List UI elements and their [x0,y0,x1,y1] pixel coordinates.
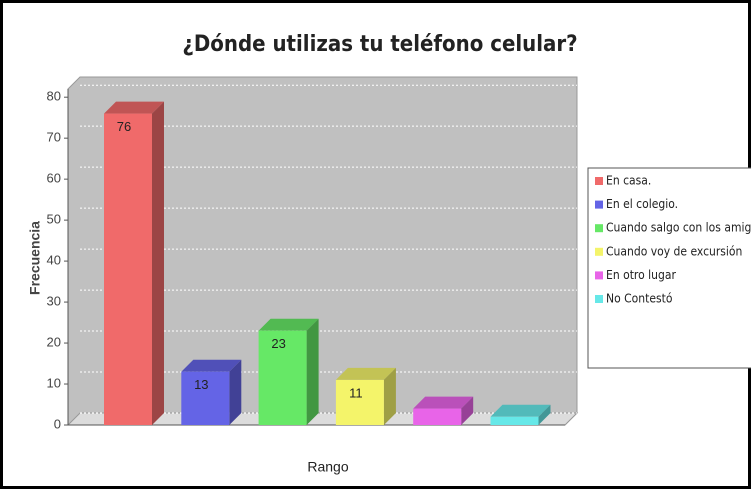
legend-swatch [595,247,603,256]
bar-side [152,101,164,426]
y-tick-label: 50 [47,212,61,227]
legend-label: Cuando salgo con los amigos. [606,221,751,235]
bar-side [383,367,396,425]
bar-front [104,113,152,426]
bar-side [461,396,474,425]
y-tick-label: 10 [47,375,61,390]
bar [490,404,551,425]
y-tick-label: 70 [47,130,61,145]
y-tick-label: 0 [54,416,61,431]
bar-front [181,371,230,425]
bar-front [258,330,307,425]
legend-label: En casa. [606,174,651,188]
plot: 0 10 20 30 40 50 60 70 80 76 13 23 11 [47,76,579,431]
y-tick-label: 60 [47,171,61,186]
bar-top [104,101,164,114]
bar-top [413,396,474,409]
data-label: 11 [349,385,363,400]
bar-top [258,318,319,331]
bar-side [538,404,551,425]
bar [335,367,396,425]
legend [587,167,751,369]
bar-top [490,404,551,417]
x-axis-label: Rango [307,459,348,475]
legend-label: En otro lugar [606,268,676,282]
y-axis-label: Frecuencia [27,221,43,295]
bar-top [335,367,396,380]
legend-swatch [595,200,603,209]
data-label: 13 [194,377,208,392]
bar-front [413,408,462,425]
chart-title: ¿Dónde utilizas tu teléfono celular? [182,32,577,57]
bar-front [335,379,384,425]
legend-label: En el colegio. [606,197,678,211]
data-label: 76 [117,119,131,134]
legend-label: No Contestó [606,292,673,306]
bar [413,396,474,425]
bar-top [181,359,242,372]
y-tick-label: 20 [47,334,61,349]
legend-swatch [595,177,603,185]
data-label: 23 [271,336,285,351]
bar-side [229,359,242,425]
legend-label: Cuando voy de excursión [606,244,742,258]
legend-swatch [595,271,603,280]
legend-swatch [595,295,603,303]
legend-swatch [595,224,603,233]
bar [181,359,242,425]
y-tick-label: 30 [47,294,61,309]
y-tick-label: 40 [47,253,61,268]
bar [104,101,164,426]
y-tick-label: 80 [47,89,61,104]
bar-side [306,318,319,425]
bar-front [490,416,539,425]
bar [258,318,319,425]
